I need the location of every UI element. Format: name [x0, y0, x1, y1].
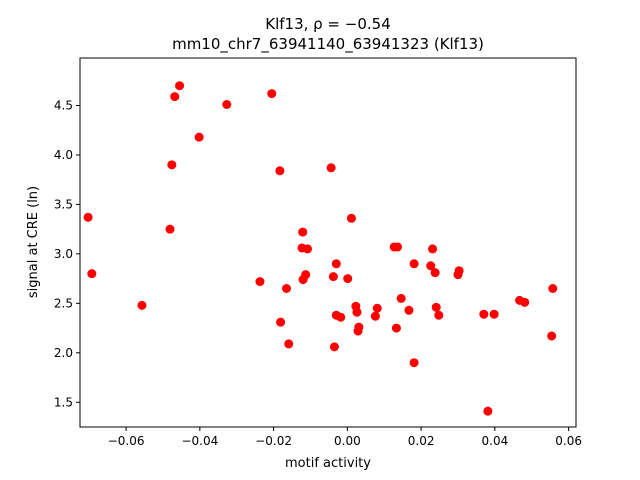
data-point-25	[336, 312, 346, 322]
data-point-43	[430, 268, 440, 278]
data-point-44	[431, 302, 441, 312]
y-tick-label: 2.5	[54, 296, 73, 310]
y-axis-ticks: 1.5 2.0 2.5 3.0 3.5 4.0 4.5	[54, 98, 80, 409]
data-point-52	[520, 297, 530, 307]
x-tick-label: 0.00	[334, 434, 361, 448]
data-point-2	[137, 300, 147, 310]
x-axis-label: motif activity	[285, 456, 371, 471]
y-axis-label: signal at CRE (ln)	[26, 186, 41, 298]
data-point-53	[547, 331, 557, 341]
x-tick-label: 0.06	[555, 434, 582, 448]
data-point-42	[428, 244, 438, 254]
y-tick-label: 4.0	[54, 148, 73, 162]
plot-frame	[79, 57, 577, 428]
data-point-45	[434, 310, 444, 320]
data-point-38	[404, 305, 414, 315]
data-point-5	[170, 92, 180, 102]
x-tick-label: −0.06	[108, 434, 145, 448]
x-tick-label: 0.04	[482, 434, 509, 448]
data-point-31	[354, 322, 364, 332]
data-point-32	[370, 311, 380, 321]
chart-title-line2: mm10_chr7_63941140_63941323 (Klf13)	[172, 35, 484, 54]
data-point-7	[194, 132, 204, 142]
data-point-49	[483, 406, 493, 416]
data-point-40	[409, 358, 419, 368]
x-tick-label: 0.02	[408, 434, 435, 448]
data-point-27	[346, 213, 356, 223]
data-point-4	[167, 160, 177, 170]
data-point-9	[255, 277, 265, 287]
data-point-48	[479, 309, 489, 319]
data-point-3	[165, 224, 175, 234]
y-tick-label: 3.5	[54, 197, 73, 211]
data-point-54	[548, 284, 558, 293]
data-point-35	[393, 242, 403, 252]
data-point-36	[391, 323, 401, 333]
data-point-26	[343, 274, 353, 284]
data-point-6	[175, 81, 185, 91]
data-point-13	[282, 284, 292, 293]
data-point-29	[352, 307, 362, 317]
data-point-33	[372, 303, 382, 313]
data-point-15	[298, 227, 308, 237]
data-point-23	[331, 259, 341, 269]
x-tick-label: −0.02	[255, 434, 292, 448]
y-tick-label: 1.5	[54, 395, 73, 409]
data-point-50	[489, 309, 499, 319]
data-point-0	[83, 212, 93, 222]
y-tick-label: 2.0	[54, 346, 73, 360]
y-tick-label: 4.5	[54, 98, 73, 112]
x-tick-label: −0.04	[181, 434, 218, 448]
x-axis-ticks: −0.06 −0.04 −0.02 0.00 0.02 0.04 0.06	[108, 427, 582, 448]
data-point-11	[275, 166, 285, 176]
data-point-21	[328, 272, 338, 282]
data-point-14	[284, 339, 294, 349]
data-point-39	[409, 259, 419, 269]
data-point-22	[329, 342, 339, 352]
data-point-37	[396, 293, 406, 303]
data-point-17	[303, 244, 313, 254]
data-point-1	[87, 269, 97, 279]
chart-title-line1: Klf13, ρ = −0.54	[265, 15, 391, 33]
data-point-41	[426, 261, 436, 271]
data-point-19	[301, 270, 311, 280]
data-point-12	[276, 317, 286, 327]
data-point-47	[454, 266, 464, 276]
data-point-10	[267, 89, 277, 99]
y-tick-label: 3.0	[54, 247, 73, 261]
data-points	[83, 81, 558, 416]
data-point-20	[326, 163, 336, 173]
data-point-8	[222, 100, 232, 109]
